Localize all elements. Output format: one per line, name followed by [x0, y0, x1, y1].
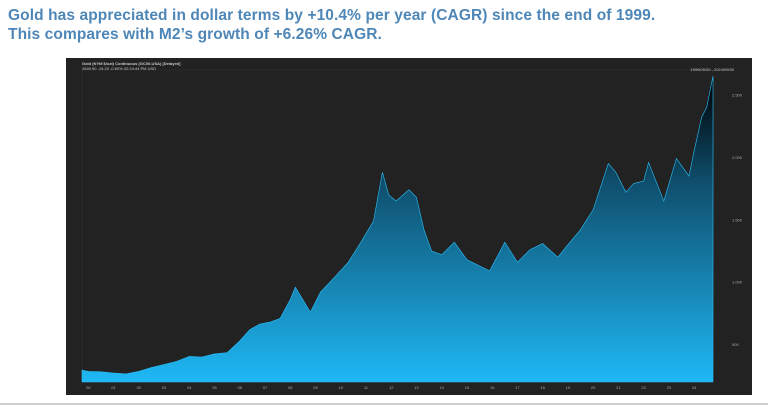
x-tick-label: 13: [414, 385, 419, 390]
y-tick-label: 1,500: [732, 217, 743, 222]
x-tick-label: 09: [313, 385, 318, 390]
x-tick-label: 18: [540, 385, 545, 390]
x-tick-label: 03: [162, 385, 167, 390]
chart-date-range: 1999/09/30 - 2024/09/30: [690, 67, 734, 72]
x-tick-label: 04: [187, 385, 192, 390]
y-tick-label: 2,000: [732, 155, 743, 160]
headline-line-1: Gold has appreciated in dollar terms by …: [8, 7, 656, 24]
x-tick-label: 06: [238, 385, 243, 390]
chart-quote: 2649.90 -15.20 -0.60% 02:24:44 PM USD: [82, 66, 157, 71]
x-tick-label: 14: [439, 385, 444, 390]
x-tick-label: 24: [692, 385, 697, 390]
x-tick-label: 08: [288, 385, 293, 390]
chart-panel: 00 01 02 03 04 05 06 07 08 09 10 11 12 13 14 15 16 17 18 19…: [66, 58, 752, 395]
headline: Gold has appreciated in dollar terms by …: [8, 6, 760, 44]
x-tick-label: 00: [86, 385, 91, 390]
chart-plot: 00 01 02 03 04 05 06 07 08 09 10 11 12 13 14 15 16 17 18 19…: [81, 69, 743, 390]
x-tick-label: 12: [389, 385, 394, 390]
x-tick-label: 07: [263, 385, 268, 390]
x-tick-label: 15: [465, 385, 470, 390]
chart-header: Gold (NYM $/ozt) Continuous (GC00-USA) […: [82, 61, 180, 71]
x-tick-label: 16: [490, 385, 495, 390]
x-tick-label: 23: [667, 385, 672, 390]
x-tick-label: 10: [338, 385, 343, 390]
x-tick-label: 19: [566, 385, 571, 390]
divider: [0, 403, 768, 405]
y-tick-label: 2,500: [732, 93, 743, 98]
headline-line-2: This compares with M2’s growth of +6.26%…: [8, 26, 382, 43]
y-tick-label: 1,000: [732, 280, 743, 285]
gold-price-area: [81, 76, 714, 383]
x-tick-label: 11: [364, 385, 369, 390]
chart-title: Gold (NYM $/ozt) Continuous (GC00-USA) […: [82, 61, 181, 66]
x-tick-label: 01: [111, 385, 116, 390]
x-tick-label: 05: [212, 385, 217, 390]
y-tick-label: 500: [732, 342, 739, 347]
x-tick-label: 20: [591, 385, 596, 390]
x-tick-label: 02: [137, 385, 142, 390]
x-tick-label: 22: [641, 385, 646, 390]
x-tick-label: 17: [515, 385, 520, 390]
x-tick-label: 21: [616, 385, 621, 390]
